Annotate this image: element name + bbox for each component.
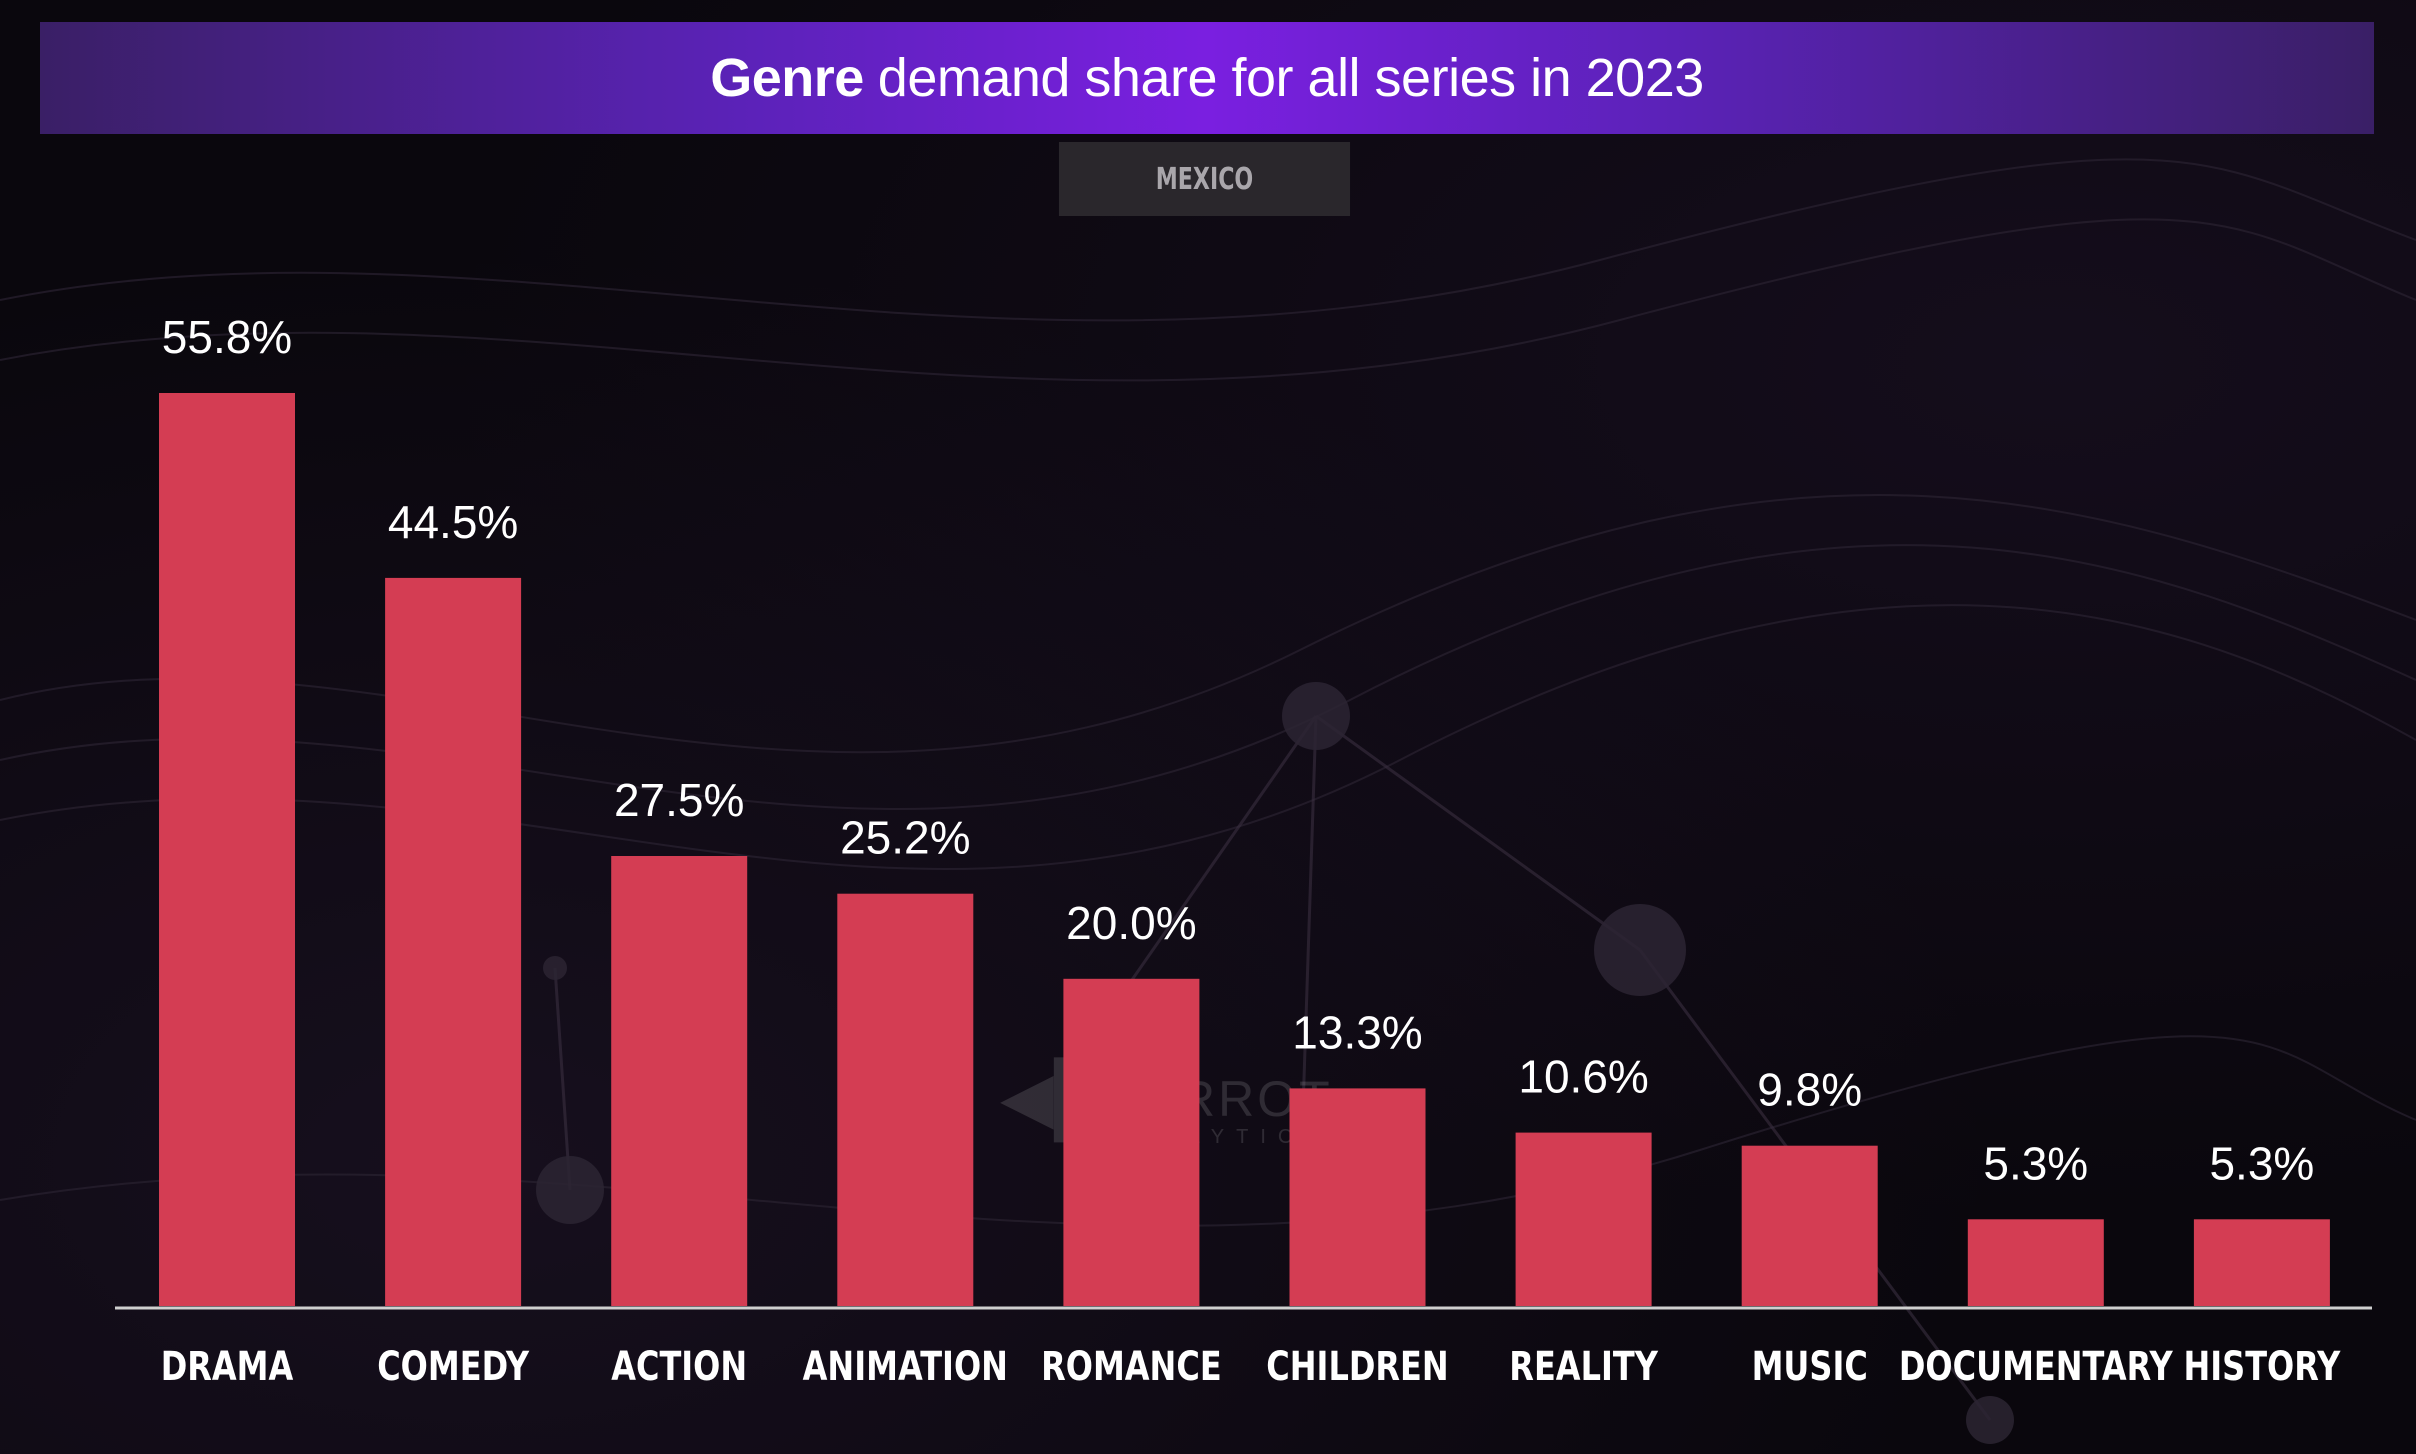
category-label-animation: ANIMATION: [803, 1342, 1008, 1389]
bar-reality: [1515, 1132, 1652, 1306]
bar-documentary: [1967, 1219, 2104, 1306]
value-label-children: 13.3%: [1292, 1006, 1422, 1058]
value-label-music: 9.8%: [1757, 1064, 1862, 1116]
value-label-drama: 55.8%: [162, 311, 292, 363]
title-banner: Genre demand share for all series in 202…: [40, 22, 2374, 134]
value-label-documentary: 5.3%: [1983, 1137, 2088, 1189]
category-label-documentary: DOCUMENTARY: [1899, 1342, 2174, 1389]
category-label-music: MUSIC: [1752, 1342, 1868, 1389]
category-label-action: ACTION: [611, 1342, 747, 1389]
category-label-children: CHILDREN: [1266, 1342, 1448, 1389]
chart-title: demand share for all series in 2023: [877, 48, 1705, 108]
category-label-history: HISTORY: [2183, 1342, 2340, 1389]
value-label-comedy: 44.5%: [388, 496, 518, 548]
bar-history: [2193, 1219, 2330, 1306]
category-label-reality: REALITY: [1509, 1342, 1658, 1389]
bar-drama: [159, 393, 295, 1306]
chart-title-bold: Genre: [710, 48, 864, 108]
value-label-reality: 10.6%: [1518, 1051, 1648, 1103]
bar-comedy: [385, 577, 522, 1306]
region-tag: MEXICO: [1058, 142, 1351, 216]
category-label-romance: ROMANCE: [1041, 1342, 1222, 1389]
bar-action: [611, 856, 748, 1306]
category-label-comedy: COMEDY: [377, 1342, 529, 1389]
category-label-drama: DRAMA: [161, 1342, 294, 1389]
value-label-action: 27.5%: [614, 774, 744, 826]
bar-music: [1741, 1145, 1878, 1306]
value-label-animation: 25.2%: [840, 812, 970, 864]
value-label-history: 5.3%: [2209, 1137, 2314, 1189]
value-label-romance: 20.0%: [1066, 897, 1196, 949]
bar-children: [1289, 1088, 1426, 1306]
bar-animation: [837, 893, 974, 1306]
bar-romance: [1063, 978, 1200, 1306]
